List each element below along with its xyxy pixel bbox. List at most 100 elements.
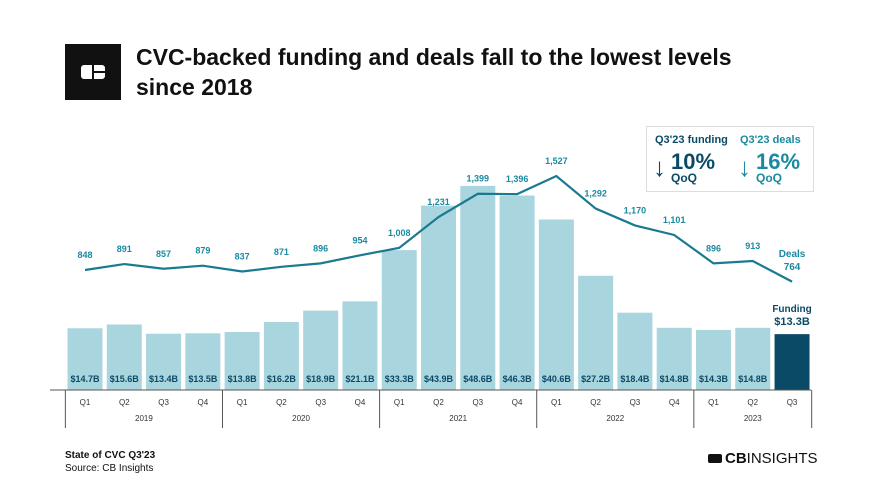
funding-bar-label: $14.8B [738,374,768,384]
year-tick-label: 2020 [292,414,310,423]
funding-bar-label: $27.2B [581,374,611,384]
funding-bar [656,327,692,390]
deals-data-label: 954 [352,235,367,245]
funding-bar-label: $18.9B [306,374,336,384]
deals-callout-label: Q3'23 deals [740,134,801,146]
funding-end-value: $13.3B [774,316,810,328]
funding-bar [263,321,299,390]
quarter-tick-label: Q1 [394,398,405,407]
funding-callout-unit: QoQ [671,171,697,185]
deals-data-label: 913 [745,241,760,251]
deals-series-label: Deals [779,249,806,260]
funding-bar [421,205,457,390]
quarter-tick-label: Q3 [630,398,641,407]
cb-insights-logo: CBINSIGHTS [708,450,818,467]
deals-data-label: 1,396 [506,174,529,184]
funding-bar [106,324,142,390]
funding-bar-label: $14.7B [70,374,100,384]
chart-title: CVC-backed funding and deals fall to the… [136,44,732,100]
deals-data-label: 848 [77,250,92,260]
funding-bar [617,312,653,390]
deals-line [84,174,793,283]
quarter-tick-label: Q4 [355,398,366,407]
funding-bar-label: $13.5B [188,374,218,384]
quarter-tick-label: Q3 [315,398,326,407]
funding-bar-label: $14.8B [660,374,690,384]
funding-bar-label: $13.8B [228,374,258,384]
deals-end-value: 764 [784,262,801,273]
funding-bar-label: $40.6B [542,374,572,384]
deals-data-label: 857 [156,249,171,259]
deals-data-label: 1,292 [584,189,607,199]
deals-data-label: 871 [274,247,289,257]
deals-data-label: 1,399 [467,174,490,184]
funding-bar-label: $21.1B [345,374,375,384]
deals-data-label: 1,527 [545,156,568,166]
report-name: State of CVC Q3'23 [65,450,156,461]
deals-data-label: 1,008 [388,228,411,238]
quarter-tick-label: Q1 [80,398,91,407]
funding-bar-label: $15.6B [110,374,140,384]
funding-bar [224,332,260,390]
deals-data-label: 837 [235,252,250,262]
funding-bar-label: $43.9B [424,374,454,384]
quarter-tick-label: Q4 [669,398,680,407]
funding-bar [185,333,221,390]
funding-bar [67,328,103,390]
year-tick-label: 2019 [135,414,153,423]
quarter-tick-label: Q4 [198,398,209,407]
funding-bar-label: $48.6B [463,374,493,384]
deals-data-label: 1,101 [663,215,686,225]
funding-bar [735,327,771,390]
funding-bar-label: $16.2B [267,374,297,384]
qoq-callout: Q3'23 funding ↓ 10% QoQ Q3'23 deals ↓ 16… [646,126,814,192]
quarter-tick-label: Q2 [590,398,601,407]
funding-bar [695,329,731,390]
funding-bar-label: $13.4B [149,374,179,384]
quarter-tick-label: Q1 [551,398,562,407]
deals-callout-value: 16% [756,149,801,174]
quarter-tick-label: Q2 [276,398,287,407]
funding-bar [774,334,810,390]
quarter-tick-label: Q2 [433,398,444,407]
funding-bar [342,301,378,390]
funding-callout-label: Q3'23 funding [655,134,728,146]
quarter-tick-label: Q3 [158,398,169,407]
quarter-tick-label: Q2 [119,398,130,407]
funding-bar [303,310,339,390]
funding-bar-label: $18.4B [620,374,650,384]
quarter-tick-label: Q3 [787,398,798,407]
funding-bar-label: $33.3B [385,374,415,384]
deals-data-label: 1,170 [624,205,647,215]
quarter-tick-label: Q1 [237,398,248,407]
arrow-down-icon: ↓ [653,152,666,182]
deals-data-label: 879 [195,246,210,256]
funding-callout-value: 10% [671,149,716,174]
deals-callout-unit: QoQ [756,171,782,185]
deals-data-label: 896 [706,243,721,253]
deals-data-label: 1,231 [427,197,450,207]
cb-logo-icon [65,44,121,100]
quarter-tick-label: Q3 [472,398,483,407]
deals-data-label: 891 [117,244,132,254]
funding-series-label: Funding [772,304,811,315]
funding-bar [499,195,535,390]
quarter-tick-label: Q4 [512,398,523,407]
source-note: Source: CB Insights [65,463,154,474]
year-tick-label: 2021 [449,414,467,423]
arrow-down-icon: ↓ [738,152,751,182]
funding-bar-label: $46.3B [503,374,533,384]
funding-bar [381,250,417,390]
quarter-tick-label: Q2 [747,398,758,407]
quarter-tick-label: Q1 [708,398,719,407]
funding-bar [146,333,182,390]
funding-bar [460,185,496,390]
funding-bar [538,219,574,390]
year-tick-label: 2022 [606,414,624,423]
deals-data-label: 896 [313,243,328,253]
year-tick-label: 2023 [744,414,762,423]
funding-bar-label: $14.3B [699,374,729,384]
funding-bar [578,275,614,390]
